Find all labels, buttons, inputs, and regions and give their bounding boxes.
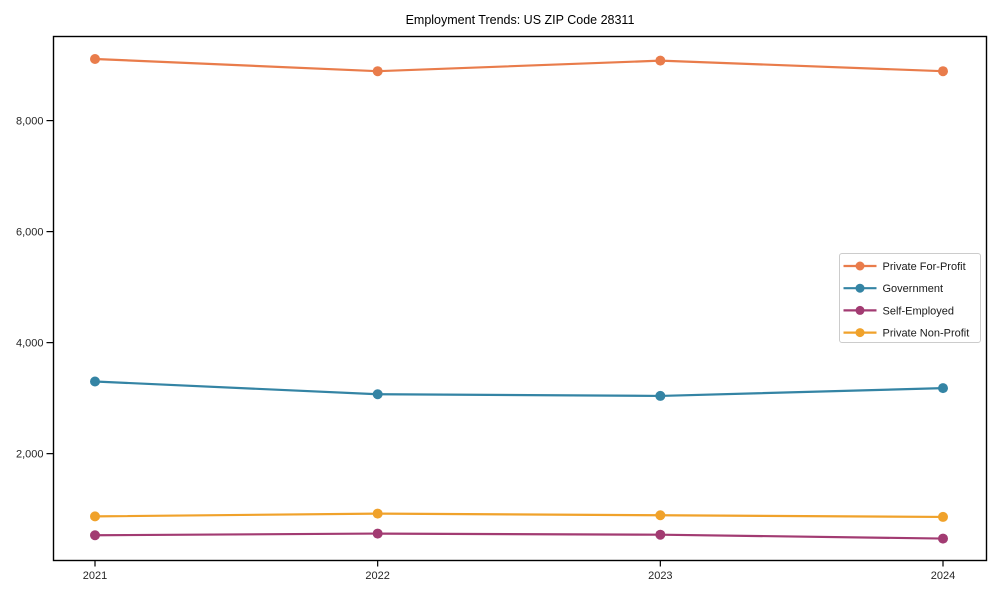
data-point bbox=[90, 376, 100, 387]
x-tick-label: 2021 bbox=[83, 570, 107, 582]
legend-label: Private For-Profit bbox=[883, 261, 966, 273]
data-point bbox=[90, 53, 100, 64]
y-tick-label: 4,000 bbox=[16, 337, 44, 349]
series-line-self-employed bbox=[93, 532, 945, 540]
data-point bbox=[372, 528, 383, 539]
y-tick-label: 2,000 bbox=[16, 448, 44, 460]
series-line-private-non-profit bbox=[93, 512, 945, 519]
x-tick-label: 2024 bbox=[931, 570, 955, 582]
plot-border bbox=[52, 35, 988, 562]
legend-item: Private Non-Profit bbox=[843, 327, 970, 339]
series-lines bbox=[90, 53, 948, 544]
x-tick-label: 2023 bbox=[648, 570, 672, 582]
x-tick-label: 2022 bbox=[365, 570, 389, 582]
data-point bbox=[938, 66, 948, 77]
legend-item: Private For-Profit bbox=[843, 261, 966, 273]
plot-area bbox=[52, 35, 988, 562]
data-point bbox=[372, 66, 383, 77]
y-axis: 2,000 4,000 6,000 8,000 bbox=[16, 115, 54, 460]
x-axis: 2021 2022 2023 2024 bbox=[83, 560, 955, 582]
data-point bbox=[938, 533, 948, 544]
legend-swatch-marker bbox=[855, 328, 865, 338]
data-point bbox=[90, 530, 100, 541]
legend-label: Self-Employed bbox=[883, 305, 955, 317]
y-tick-label: 6,000 bbox=[16, 226, 44, 238]
data-point bbox=[938, 511, 948, 522]
legend-box bbox=[839, 253, 981, 343]
legend-swatch-marker bbox=[855, 305, 865, 315]
data-point bbox=[655, 55, 666, 66]
data-point bbox=[938, 383, 948, 394]
data-point bbox=[655, 510, 666, 521]
legend-swatch-marker bbox=[855, 261, 865, 271]
y-tick-label: 8,000 bbox=[16, 115, 44, 127]
chart-title: Employment Trends: US ZIP Code 28311 bbox=[406, 13, 635, 27]
data-point bbox=[372, 508, 383, 519]
legend-swatch-marker bbox=[855, 283, 865, 293]
data-point bbox=[372, 389, 383, 400]
series-line-private-for-profit bbox=[93, 57, 945, 73]
legend-item: Government bbox=[843, 283, 944, 295]
data-point bbox=[90, 511, 100, 522]
series-line-government bbox=[93, 380, 945, 398]
legend: Private For-Profit Government Self-Employe… bbox=[839, 253, 981, 343]
legend-label: Private Non-Profit bbox=[883, 327, 970, 339]
data-point bbox=[655, 529, 666, 540]
data-point bbox=[655, 390, 666, 401]
legend-label: Government bbox=[883, 283, 944, 295]
legend-item: Self-Employed bbox=[843, 305, 955, 317]
